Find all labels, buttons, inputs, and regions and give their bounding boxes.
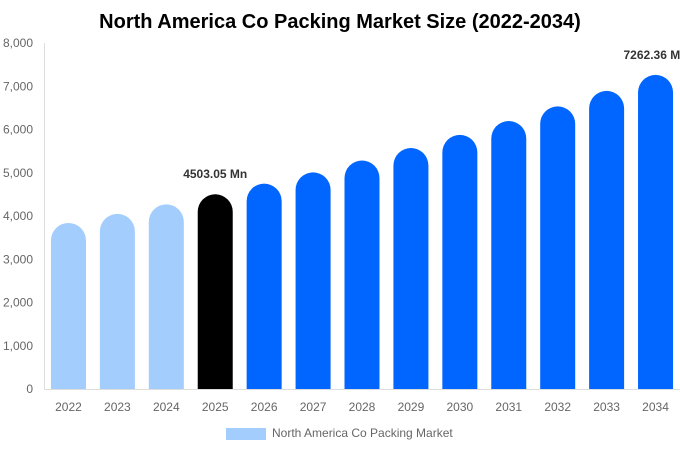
bar-2032[interactable] xyxy=(540,106,576,389)
x-tick-label: 2031 xyxy=(495,400,522,414)
x-tick-label: 2022 xyxy=(55,400,82,414)
chart-title: North America Co Packing Market Size (20… xyxy=(99,11,581,33)
y-tick-label: 2,000 xyxy=(3,296,33,310)
data-label-2025: 4503.05 Mn xyxy=(183,167,247,181)
x-tick-label: 2027 xyxy=(300,400,327,414)
bar-2024[interactable] xyxy=(148,204,184,389)
y-tick-label: 5,000 xyxy=(3,166,33,180)
bar-2034[interactable] xyxy=(638,74,674,390)
y-tick-label: 0 xyxy=(26,382,33,396)
y-axis: 0 1,000 2,000 3,000 4,000 5,000 6,000 7,000 8,00… xyxy=(3,36,33,396)
y-tick-label: 8,000 xyxy=(3,36,33,50)
bar-2025[interactable] xyxy=(197,194,233,389)
legend-swatch xyxy=(226,428,266,440)
x-tick-label: 2029 xyxy=(398,400,425,414)
x-tick-label: 2034 xyxy=(642,400,669,414)
x-tick-label: 2032 xyxy=(544,400,571,414)
bar-2029[interactable] xyxy=(393,148,429,389)
y-tick-label: 7,000 xyxy=(3,79,33,93)
y-tick-label: 3,000 xyxy=(3,252,33,266)
data-labels: 4503.05 Mn 7262.36 Mn xyxy=(183,48,680,181)
data-label-2034: 7262.36 Mn xyxy=(624,48,680,62)
x-tick-label: 2024 xyxy=(153,400,180,414)
legend[interactable]: North America Co Packing Market xyxy=(226,426,453,440)
bar-2030[interactable] xyxy=(442,134,478,389)
bar-2033[interactable] xyxy=(589,90,625,390)
bar-2026[interactable] xyxy=(246,183,282,389)
x-tick-label: 2023 xyxy=(104,400,131,414)
x-tick-label: 2025 xyxy=(202,400,229,414)
x-tick-label: 2028 xyxy=(349,400,376,414)
bar-2031[interactable] xyxy=(491,121,527,389)
legend-label: North America Co Packing Market xyxy=(272,426,453,440)
bar-2022[interactable] xyxy=(50,222,86,389)
bar-2023[interactable] xyxy=(99,213,135,389)
bar-2027[interactable] xyxy=(295,172,331,389)
x-tick-label: 2030 xyxy=(446,400,473,414)
x-tick-label: 2026 xyxy=(251,400,278,414)
y-tick-label: 4,000 xyxy=(3,209,33,223)
x-axis: 2022 2023 2024 2025 2026 2027 2028 2029 2030 2031… xyxy=(55,400,669,414)
x-tick-label: 2033 xyxy=(593,400,620,414)
y-tick-label: 6,000 xyxy=(3,123,33,137)
bar-2028[interactable] xyxy=(344,160,380,389)
y-tick-label: 1,000 xyxy=(3,339,33,353)
bars xyxy=(50,74,674,390)
